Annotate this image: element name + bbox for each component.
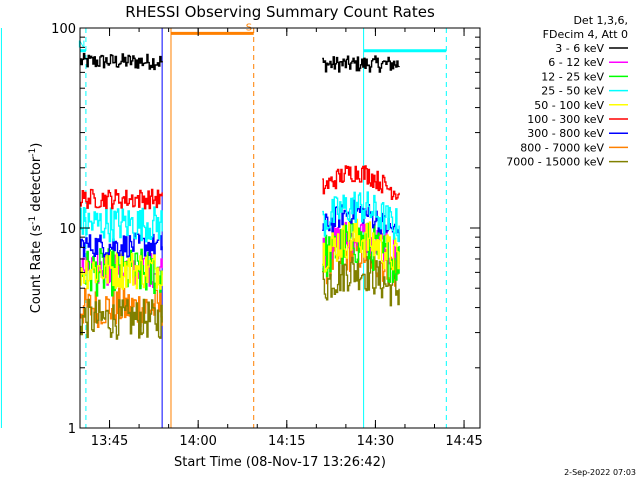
chart-title: RHESSI Observing Summary Count Rates [125,3,435,21]
legend-entry-label-7: 800 - 7000 keV [520,141,604,154]
y-axis-label: Count Rate (s-1 detector-1) [28,143,44,314]
x-tick-label-2: 14:00 [179,434,216,449]
y-axis-label-part1: Count Rate (s [29,225,44,314]
series-100-300keV-segment-1 [80,188,163,210]
legend-entry-label-4: 50 - 100 keV [534,99,604,112]
x-tick-label-3: 14:15 [268,434,305,449]
series-25-50keV-segment-1 [80,206,163,243]
data-series [80,52,400,340]
series-7000-15000keV-segment-2 [322,256,400,307]
legend-entry-label-6: 300 - 800 keV [527,127,604,140]
x-tick-label-1: 13:45 [91,434,128,449]
legend-entry-label-1: 6 - 12 keV [548,56,604,69]
series-50-100keV-segment-1 [80,251,163,290]
y-axis-label-part2: detector [29,156,44,216]
axis-ticks: 13:45 14:00 14:15 14:30 14:45 1 10 100 [51,22,483,449]
legend-header-decimation: FDecim 4, Att 0 [543,28,628,41]
y-axis-label-sup2: -1 [28,148,38,157]
y-axis-label-sup1: -1 [28,216,38,225]
annotation-label-0: N [78,40,85,51]
series-300-800keV-segment-1 [80,232,163,258]
y-tick-label-0: 1 [68,422,76,437]
series-50-100keV-segment-2 [322,218,400,273]
legend-entry-label-0: 3 - 6 keV [555,42,604,55]
legend-entry-label-2: 12 - 25 keV [541,70,604,83]
legend-entry-label-8: 7000 - 15000 keV [506,156,604,169]
footer-timestamp: 2-Sep-2022 07:03 [564,468,636,477]
x-axis-label: Start Time (08-Nov-17 13:26:42) [174,455,386,470]
y-tick-label-2: 100 [51,22,76,37]
y-axis-label-part3: ) [29,143,44,148]
series-25-50keV-segment-2 [322,191,400,242]
x-tick-label-4: 14:30 [357,434,394,449]
y-tick-label-1: 10 [59,222,76,237]
x-tick-label-5: 14:45 [445,434,482,449]
series-300-800keV-segment-2 [322,199,400,243]
series-3-6keV-segment-2 [322,55,400,73]
series-100-300keV-segment-2 [322,165,400,200]
series-3-6keV-segment-1 [80,52,163,71]
legend-header-detectors: Det 1,3,6, [573,14,628,27]
legend-entry-label-5: 100 - 300 keV [527,113,604,126]
series-7000-15000keV-segment-1 [80,298,163,340]
legend-entry-label-3: 25 - 50 keV [541,85,604,98]
